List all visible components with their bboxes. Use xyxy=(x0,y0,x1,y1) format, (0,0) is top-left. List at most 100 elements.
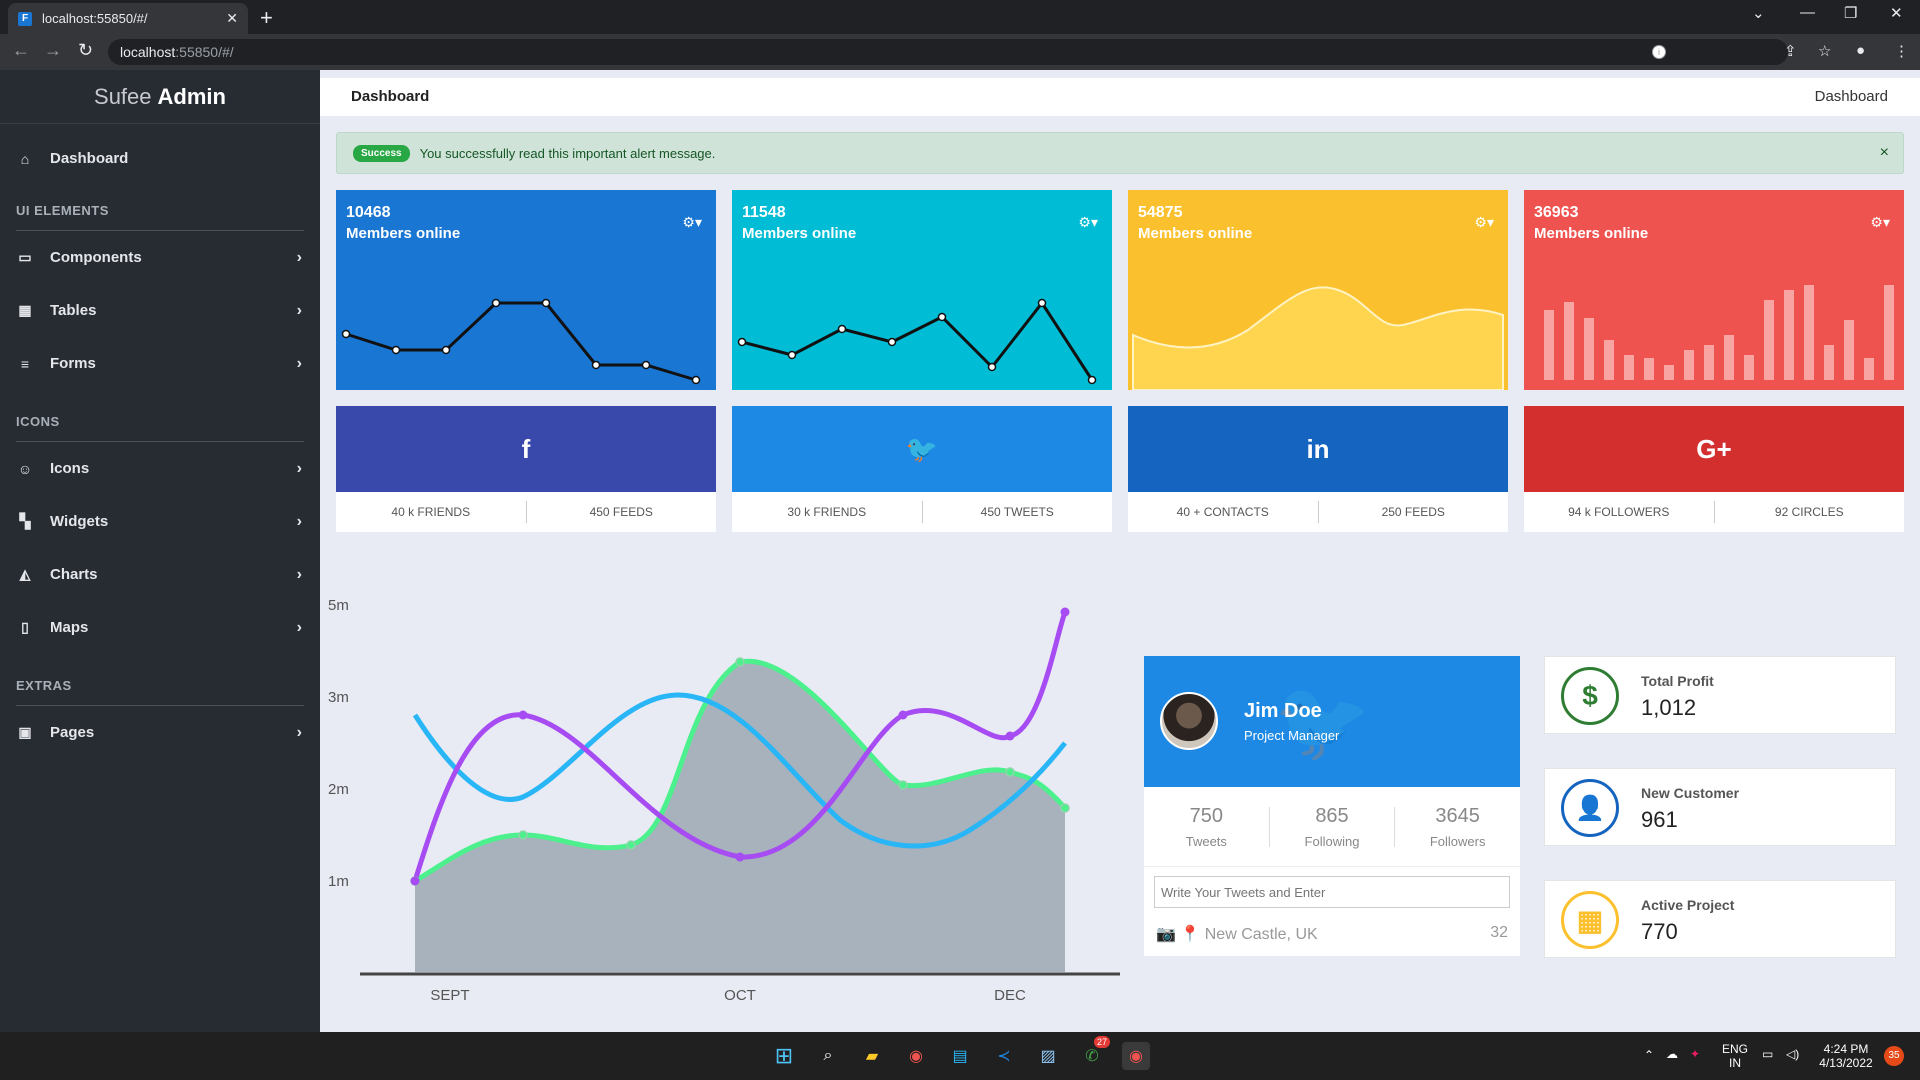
info-value: 770 xyxy=(1641,919,1678,944)
profile-icon[interactable]: ● xyxy=(1856,42,1866,59)
location-pin-icon[interactable]: 📍 xyxy=(1180,926,1201,943)
chrome-active-icon[interactable]: ◉ xyxy=(1122,1042,1150,1070)
sidebar-item-charts[interactable]: ◭ Charts › xyxy=(0,548,320,601)
linkedin-icon[interactable]: in xyxy=(1128,406,1508,492)
url-field[interactable]: i localhost :55850/#/ xyxy=(108,39,1788,65)
info-title: Total Profit xyxy=(1641,673,1714,689)
stat-value: 3645 xyxy=(1435,804,1480,827)
tab-close-icon[interactable]: ✕ xyxy=(226,10,238,26)
menu-dots-icon[interactable]: ⋮ xyxy=(1894,43,1909,60)
user-icon: 👤 xyxy=(1561,779,1619,837)
sidebar-item-label: Pages xyxy=(50,724,95,741)
sidebar-item-label: Components xyxy=(50,249,142,266)
windows-start-icon[interactable]: ⊞ xyxy=(774,1043,794,1068)
app-tray-icon[interactable]: ✦ xyxy=(1690,1047,1701,1061)
info-value: 1,012 xyxy=(1641,695,1697,720)
search-icon[interactable]: ⌕ xyxy=(823,1047,833,1064)
avatar[interactable] xyxy=(1160,692,1218,750)
stat-label: Members online xyxy=(1138,225,1253,242)
sidebar: Sufee Admin ⌂ Dashboard UI ELEMENTS ▭ Co… xyxy=(0,70,320,1032)
region-label: IN xyxy=(1729,1056,1741,1070)
network-icon[interactable]: ▭ xyxy=(1762,1047,1774,1061)
photos-icon[interactable]: ▨ xyxy=(1040,1048,1056,1065)
vscode-icon[interactable]: ≺ xyxy=(997,1048,1011,1065)
favicon-icon: F xyxy=(18,11,32,26)
google-plus-icon[interactable]: G+ xyxy=(1524,406,1904,492)
sidebar-item-dashboard[interactable]: ⌂ Dashboard xyxy=(0,132,320,185)
gear-icon[interactable]: ⚙▾ xyxy=(1474,214,1494,230)
home-icon: ⌂ xyxy=(20,150,30,167)
series-purple-points xyxy=(410,607,1070,886)
twitter-bird-icon: 🐦 xyxy=(1274,677,1372,765)
following-stat[interactable]: 865 Following xyxy=(1270,805,1395,849)
breadcrumb[interactable]: Dashboard xyxy=(1814,88,1888,105)
main-line-chart: 5m 3m 2m 1m SEPT OCT DEC xyxy=(328,597,1120,1004)
restore-button[interactable]: ❐ xyxy=(1844,5,1858,22)
stat-line-chart xyxy=(341,298,701,385)
stat-value: 865 xyxy=(1315,804,1349,827)
divider xyxy=(1713,501,1715,523)
tab-search-icon[interactable]: ⌄ xyxy=(1752,5,1765,22)
x-tick-label: OCT xyxy=(724,987,756,1004)
gear-icon[interactable]: ⚙▾ xyxy=(682,214,702,230)
sidebar-item-tables[interactable]: ▦ Tables › xyxy=(0,284,320,337)
followers-stat[interactable]: 3645 Followers xyxy=(1395,805,1520,849)
sidebar-item-pages[interactable]: ▣ Pages › xyxy=(0,706,320,759)
stat-number: 11548 xyxy=(742,204,786,221)
smile-icon: ☺ xyxy=(17,460,33,477)
clock[interactable]: 4:24 PM 4/13/2022 xyxy=(1816,1042,1876,1070)
success-alert: Success You successfully read this impor… xyxy=(336,132,1904,174)
gear-icon[interactable]: ⚙▾ xyxy=(1870,214,1890,230)
stat-card: 10468 Members online ⚙▾ xyxy=(336,190,716,390)
grid-icon: ▦ xyxy=(1561,891,1619,949)
browser-tab[interactable]: F localhost:55850/#/ ✕ xyxy=(8,3,248,34)
brand-logo[interactable]: Sufee Admin xyxy=(0,70,320,124)
back-icon[interactable]: ← xyxy=(12,40,30,60)
chevron-up-icon[interactable]: ⌃ xyxy=(1644,1048,1655,1062)
sidebar-item-widgets[interactable]: ▚ Widgets › xyxy=(0,495,320,548)
notification-badge: 27 xyxy=(1093,1036,1110,1048)
pages-icon: ▣ xyxy=(18,724,32,740)
sidebar-item-maps[interactable]: ▯ Maps › xyxy=(0,601,320,654)
notepad-icon[interactable]: ▤ xyxy=(952,1048,968,1065)
camera-icon[interactable]: 📷 xyxy=(1156,926,1176,943)
x-tick-label: DEC xyxy=(994,987,1026,1004)
facebook-icon[interactable]: f xyxy=(336,406,716,492)
sidebar-item-icons[interactable]: ☺ Icons › xyxy=(0,442,320,495)
social-stat-right: 450 TWEETS xyxy=(980,505,1054,519)
sidebar-item-forms[interactable]: ≡ Forms › xyxy=(0,337,320,390)
whatsapp-icon[interactable]: ✆ 27 xyxy=(1078,1036,1110,1070)
sidebar-item-label: Widgets xyxy=(50,513,109,530)
sidebar-item-components[interactable]: ▭ Components › xyxy=(0,231,320,284)
gear-icon[interactable]: ⚙▾ xyxy=(1078,214,1098,230)
new-tab-button[interactable]: + xyxy=(260,5,273,30)
y-tick-label: 3m xyxy=(328,689,349,706)
volume-icon[interactable]: ◁) xyxy=(1786,1047,1800,1061)
close-window-button[interactable]: ✕ xyxy=(1890,5,1903,22)
file-explorer-icon[interactable]: ▰ xyxy=(865,1048,879,1065)
status-badge: Success xyxy=(353,144,410,162)
share-icon[interactable]: ⇪ xyxy=(1784,43,1797,60)
minimize-button[interactable]: — xyxy=(1800,4,1815,21)
dollar-icon: $ xyxy=(1561,667,1619,725)
chrome-icon[interactable]: ◉ xyxy=(909,1048,923,1065)
page-title: Dashboard xyxy=(351,88,430,105)
stat-label: Members online xyxy=(1534,225,1649,242)
alert-close-button[interactable]: × xyxy=(1879,144,1889,161)
notification-count[interactable]: 35 xyxy=(1884,1046,1904,1066)
language-indicator[interactable]: ENG IN xyxy=(1722,1042,1748,1070)
stat-value: 750 xyxy=(1189,804,1224,827)
chevron-right-icon: › xyxy=(296,248,302,266)
tweets-stat[interactable]: 750 Tweets xyxy=(1144,805,1269,849)
onedrive-icon[interactable]: ☁ xyxy=(1666,1047,1678,1061)
site-info-icon[interactable]: i xyxy=(1652,45,1666,59)
bookmark-star-icon[interactable]: ☆ xyxy=(1818,43,1832,60)
section-heading-ui-elements: UI ELEMENTS xyxy=(16,203,304,231)
reload-icon[interactable]: ↻ xyxy=(78,40,94,60)
sidebar-item-label: Icons xyxy=(50,460,90,477)
stat-number: 54875 xyxy=(1138,204,1183,221)
tweet-input[interactable] xyxy=(1154,876,1510,908)
twitter-icon[interactable]: 🐦 xyxy=(732,406,1112,492)
series-green-area xyxy=(415,661,1065,972)
forward-icon[interactable]: → xyxy=(44,40,62,60)
